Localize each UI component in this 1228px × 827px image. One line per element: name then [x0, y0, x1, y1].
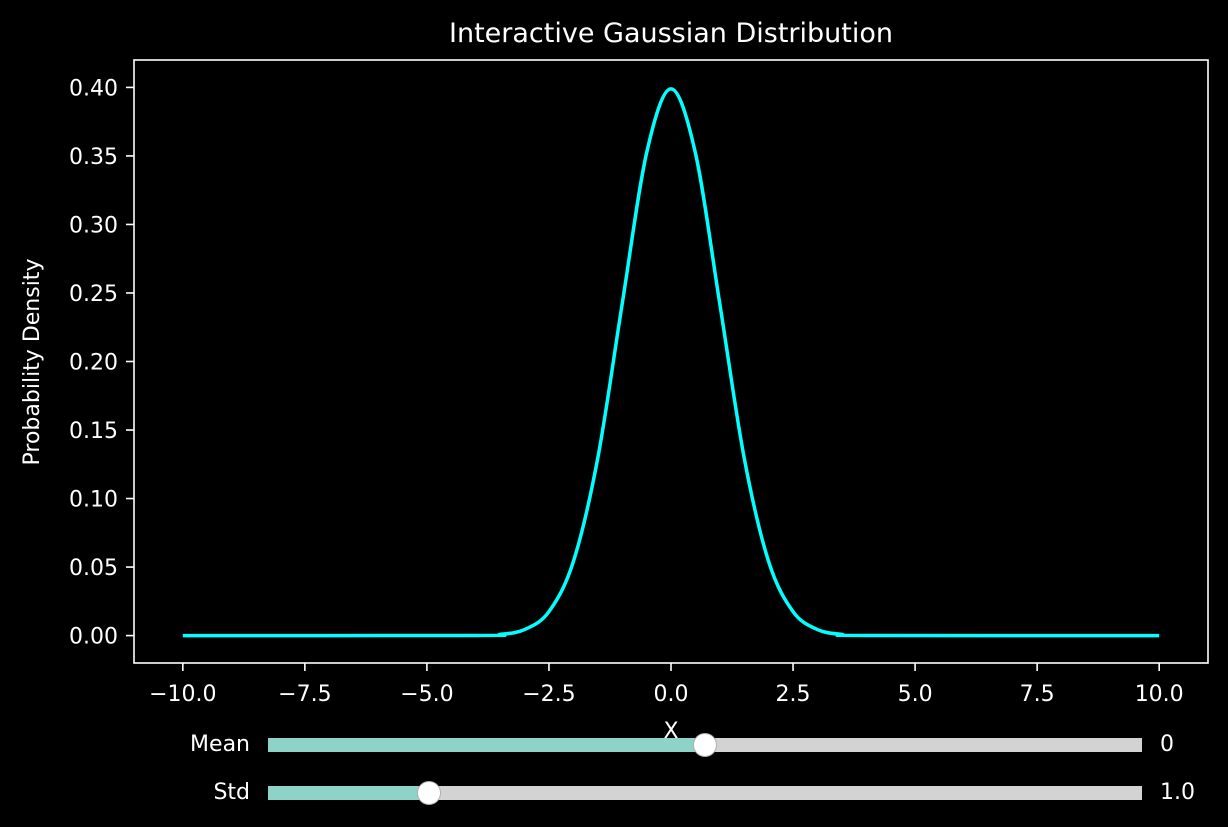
- mean-slider-label: Mean: [190, 732, 250, 757]
- std-slider-value: 1.0: [1160, 780, 1195, 805]
- x-tick-label: −10.0: [149, 682, 216, 707]
- x-tick-label: −2.5: [522, 682, 575, 707]
- y-tick-label: 0.20: [69, 351, 118, 376]
- x-tick-label: 7.5: [1020, 682, 1055, 707]
- series-layer: [182, 87, 1160, 638]
- mean-slider-row: Mean 0: [0, 730, 1228, 760]
- gaussian-curve: [182, 87, 1160, 638]
- std-slider-label: Std: [213, 780, 250, 805]
- y-tick-label: 0.35: [69, 145, 118, 170]
- std-slider-handle[interactable]: [416, 781, 441, 805]
- x-axis-label: X: [663, 719, 678, 744]
- mean-slider-value: 0: [1160, 732, 1174, 757]
- x-tick-label: −7.5: [278, 682, 331, 707]
- x-tick-label: 2.5: [776, 682, 811, 707]
- y-tick-label: 0.25: [69, 282, 118, 307]
- y-tick-label: 0.15: [69, 419, 118, 444]
- mean-slider[interactable]: [268, 733, 1142, 757]
- x-tick-label: −5.0: [400, 682, 453, 707]
- mean-slider-handle[interactable]: [693, 733, 717, 757]
- y-tick-label: 0.40: [69, 76, 118, 101]
- x-axis-ticks: −10.0 −7.5 −5.0 −2.5 0.0 2.5 5.0 7.5 10.0: [149, 663, 1184, 707]
- x-tick-label: 0.0: [654, 682, 689, 707]
- std-slider[interactable]: [268, 781, 1142, 805]
- x-tick-label: 5.0: [898, 682, 933, 707]
- std-slider-fill: [268, 786, 429, 800]
- chart-title: Interactive Gaussian Distribution: [449, 18, 893, 49]
- y-tick-label: 0.10: [69, 488, 118, 513]
- y-axis-label: Probability Density: [20, 259, 45, 466]
- mean-slider-fill: [268, 738, 705, 752]
- x-tick-label: 10.0: [1135, 682, 1184, 707]
- y-axis-ticks: 0.00 0.05 0.10 0.15 0.20 0.25 0.30 0.35 0.40: [69, 76, 134, 650]
- y-tick-label: 0.00: [69, 625, 118, 650]
- std-slider-row: Std 1.0: [0, 778, 1228, 808]
- y-tick-label: 0.30: [69, 213, 118, 238]
- y-tick-label: 0.05: [69, 556, 118, 581]
